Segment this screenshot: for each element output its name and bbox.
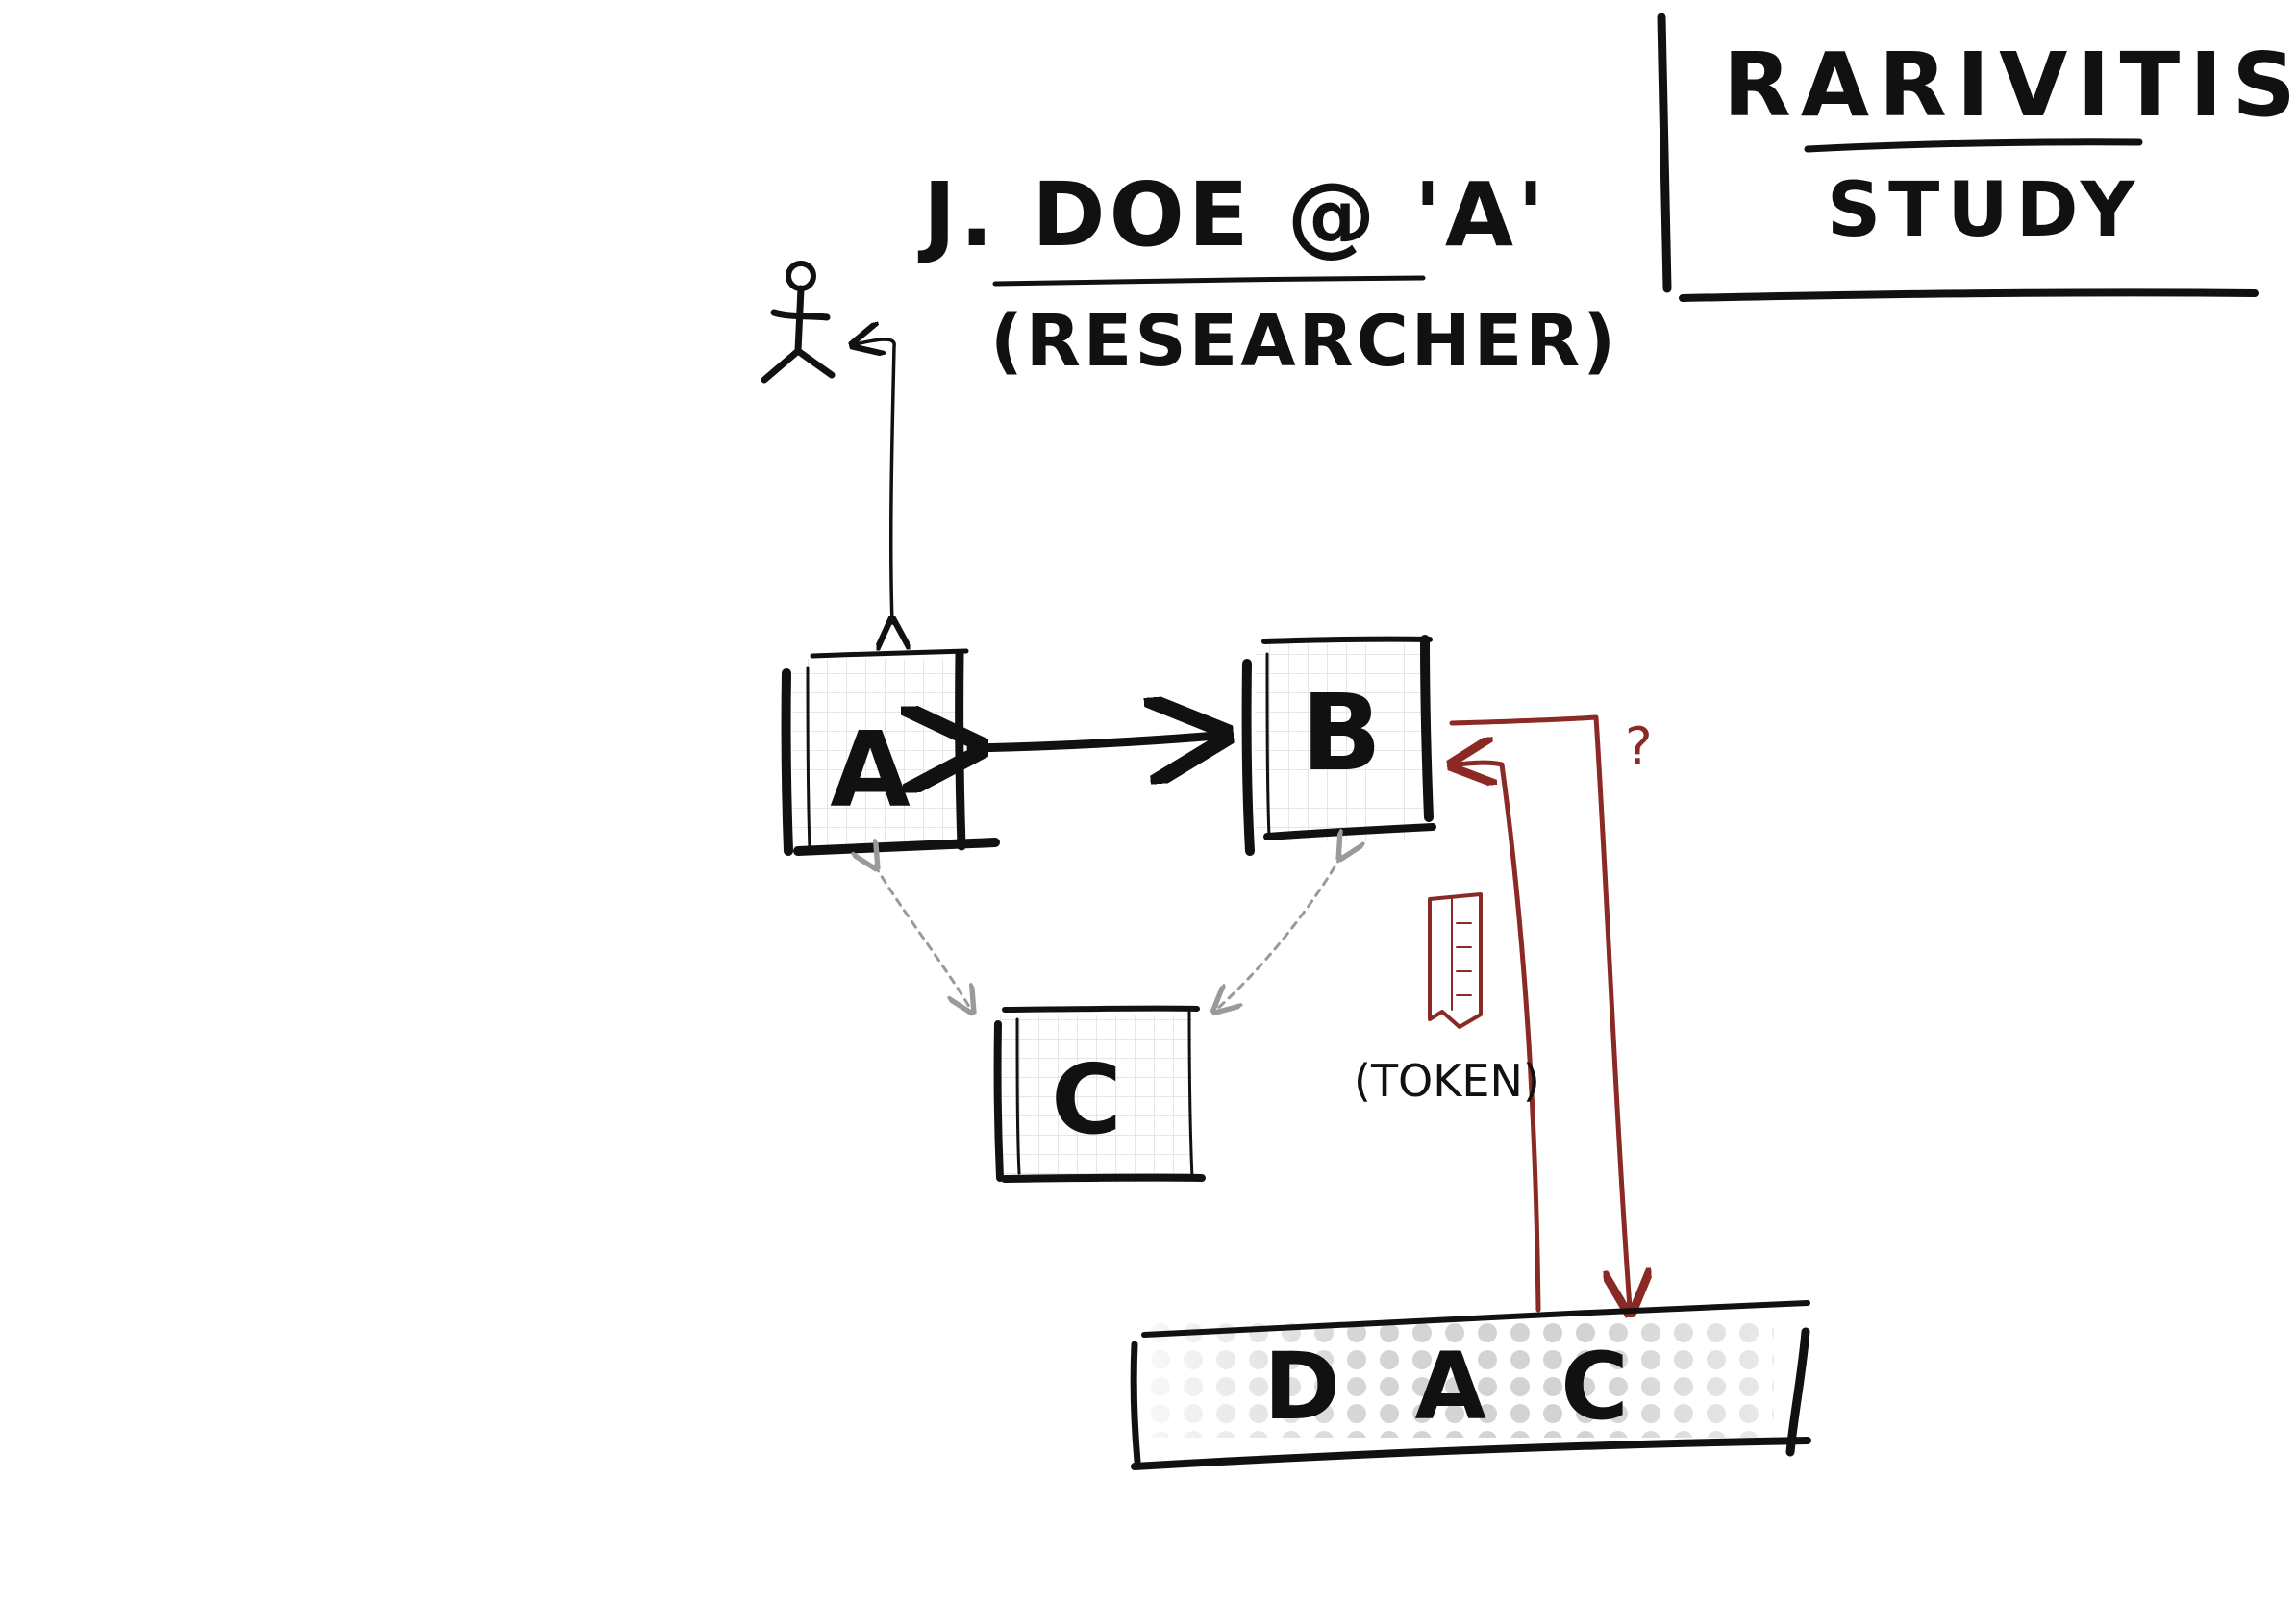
researcher-label: J. DOE @ 'A' (RESEARCHER) (917, 163, 1618, 383)
node-b-label: B (1301, 671, 1382, 794)
title-divider-horizontal (1679, 288, 2259, 302)
title-divider-vertical (1657, 13, 1672, 293)
researcher-role: (RESEARCHER) (990, 300, 1618, 383)
node-a-label: A (830, 711, 911, 831)
dac-to-b-arrow (1457, 763, 1541, 1313)
title-underline (1804, 138, 2143, 153)
token-label: (TOKEN) (1354, 1055, 1540, 1107)
researcher-name: J. DOE @ 'A' (917, 163, 1548, 266)
node-c-label: C (1051, 1043, 1121, 1156)
node-b: B (1241, 635, 1436, 856)
b-to-dac-arrow (1449, 714, 1630, 1308)
researcher-underline (992, 275, 1426, 287)
b-c-arrow (1216, 856, 1341, 1010)
token-icon (1428, 892, 1483, 1029)
node-dac-label: D A C (1263, 1333, 1649, 1441)
a-b-arrow (971, 736, 1216, 748)
node-c: C (993, 1005, 1206, 1183)
study-title-line2: STUDY (1827, 167, 2142, 254)
person-to-a-arrow (856, 339, 894, 623)
question-mark: ? (1625, 716, 1653, 777)
a-c-arrow (875, 865, 971, 1010)
study-title-line1: RARIVITIS (1723, 34, 2296, 137)
node-a: A (781, 648, 1000, 856)
person-icon (761, 261, 836, 384)
node-dac: D A C (1130, 1300, 1811, 1470)
title-block: RARIVITIS STUDY (1657, 13, 2296, 302)
